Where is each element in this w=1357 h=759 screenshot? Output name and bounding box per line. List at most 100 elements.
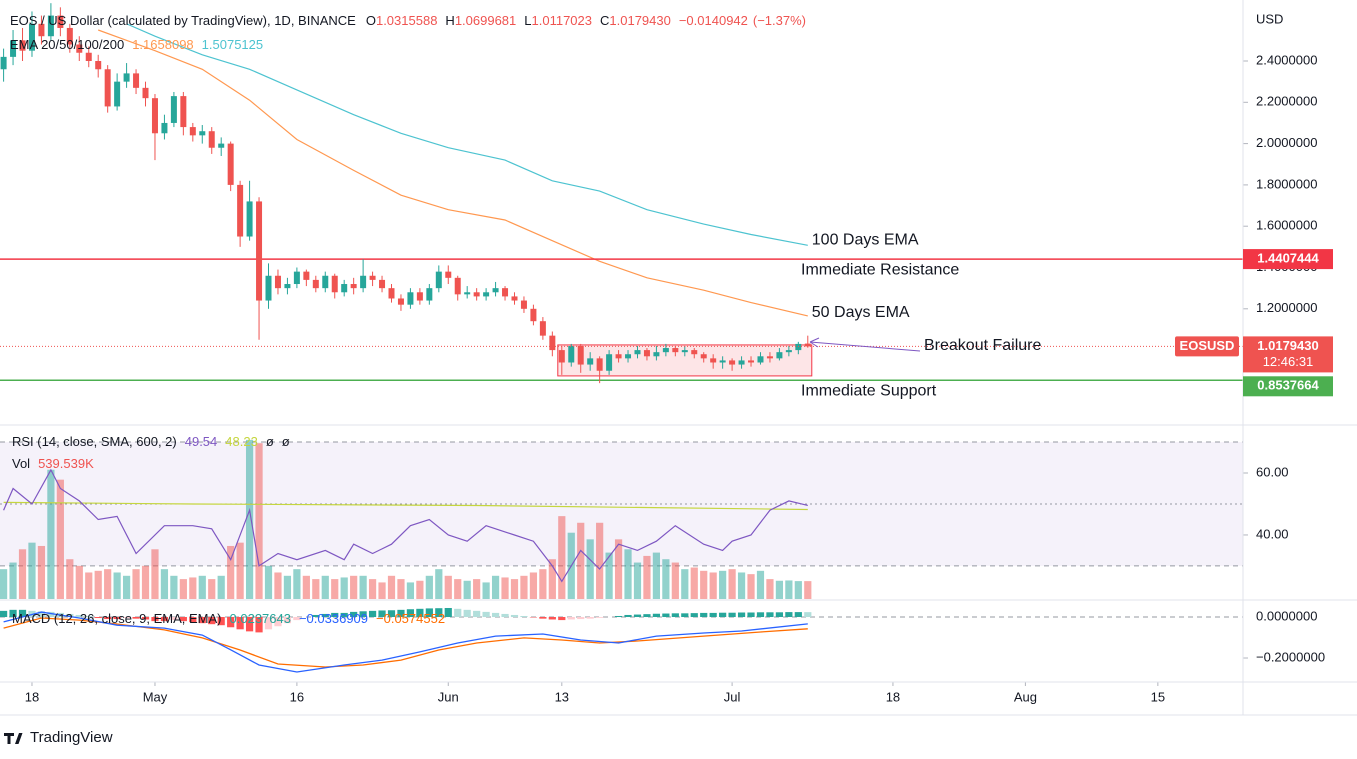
symbol-badge bbox=[1175, 336, 1239, 357]
volume-title: Vol bbox=[12, 456, 30, 471]
volume-bar bbox=[359, 575, 367, 599]
level-badge bbox=[1243, 376, 1333, 397]
macd-histogram-bar bbox=[104, 617, 112, 620]
macd-legend: MACD (12, 26, close, 9, EMA, EMA) 0.02376… bbox=[12, 611, 445, 626]
candle-body bbox=[785, 350, 792, 353]
candle-body bbox=[341, 284, 348, 293]
macd-histogram-bar bbox=[312, 614, 320, 618]
macd-histogram-bar bbox=[321, 613, 329, 618]
volume-bar bbox=[700, 570, 708, 599]
volume-bar bbox=[104, 569, 112, 599]
macd-histogram-bar bbox=[122, 617, 131, 619]
ema-value: 1.1658098 bbox=[132, 37, 193, 52]
candle-body bbox=[539, 321, 546, 336]
candle-body bbox=[634, 350, 641, 355]
volume-bar bbox=[473, 579, 481, 599]
volume-legend: Vol 539.539K bbox=[12, 456, 94, 471]
candle-body bbox=[483, 292, 490, 297]
macd-histogram-bar bbox=[113, 617, 121, 620]
macd-histogram-bar bbox=[501, 613, 509, 618]
macd-histogram-bar bbox=[510, 614, 519, 618]
macd-histogram-bar bbox=[387, 610, 396, 618]
macd-histogram-bar bbox=[785, 612, 793, 618]
macd-histogram-bar bbox=[416, 608, 424, 618]
candle-body bbox=[766, 356, 773, 359]
macd-histogram-bar bbox=[614, 615, 623, 618]
countdown: 12:46:31 bbox=[1263, 354, 1314, 369]
volume-bar bbox=[804, 581, 812, 599]
macd-histogram-bar bbox=[425, 608, 433, 618]
candle-body bbox=[360, 275, 367, 289]
macd-histogram-bar bbox=[577, 617, 585, 620]
candle-body bbox=[502, 288, 509, 297]
volume-bar bbox=[756, 570, 765, 599]
candle-body bbox=[227, 143, 234, 185]
volume-bar bbox=[737, 572, 746, 599]
candle-body bbox=[284, 284, 291, 289]
macd-histogram-bar bbox=[406, 609, 415, 618]
volume-bar bbox=[397, 579, 405, 599]
macd-histogram-bar bbox=[766, 612, 774, 618]
macd-histogram-bar bbox=[444, 607, 452, 618]
ema-annotation: 50 Days EMA bbox=[812, 304, 910, 321]
macd-histogram-bar bbox=[633, 614, 642, 618]
volume-bar bbox=[624, 549, 632, 599]
candle-body bbox=[208, 131, 215, 148]
macd-histogram-bar bbox=[775, 612, 784, 618]
volume-bar bbox=[179, 579, 187, 599]
candle-body bbox=[95, 61, 102, 70]
candle-body bbox=[426, 288, 433, 301]
volume-bar bbox=[387, 575, 396, 599]
macd-histogram-bar bbox=[700, 612, 708, 618]
y-tick-label: 2.0000000 bbox=[1256, 135, 1317, 150]
ohlc-open: 1.0315588 bbox=[376, 13, 437, 28]
candle-body bbox=[577, 345, 584, 365]
candle-body bbox=[700, 354, 707, 359]
change: −0.0140942 bbox=[679, 13, 748, 28]
symbol-badge-label: EOSUSD bbox=[1180, 338, 1235, 353]
candle-body bbox=[729, 360, 736, 365]
candle-body bbox=[57, 15, 64, 28]
rsi-line bbox=[3, 468, 808, 583]
ema-legend: EMA 20/50/100/200 1.1658098 1.5075125 bbox=[10, 37, 263, 52]
macd-histogram-bar bbox=[160, 617, 169, 622]
macd-histogram-bar bbox=[794, 612, 802, 618]
volume-bar bbox=[586, 539, 594, 599]
candle-body bbox=[643, 350, 650, 357]
y-tick-label: 1.8000000 bbox=[1256, 176, 1317, 191]
macd-histogram-bar bbox=[643, 614, 651, 618]
volume-bar bbox=[794, 581, 802, 599]
volume-bar bbox=[170, 575, 178, 599]
macd-histogram-bar bbox=[709, 612, 717, 618]
ema-line bbox=[97, 29, 808, 317]
macd-value: −0.0336909 bbox=[299, 611, 368, 626]
volume-bar bbox=[9, 562, 17, 599]
macd-histogram-bar bbox=[596, 617, 604, 618]
volume-bar bbox=[28, 542, 36, 599]
volume-bar bbox=[245, 439, 254, 599]
macd-histogram-bar bbox=[331, 612, 339, 618]
candle-body bbox=[199, 131, 206, 136]
candle-body bbox=[246, 201, 253, 237]
candle-body bbox=[473, 292, 480, 297]
macd-histogram-bar bbox=[141, 617, 150, 620]
candle-body bbox=[76, 44, 83, 53]
volume-bar bbox=[47, 469, 55, 599]
macd-histogram-bar bbox=[463, 609, 471, 618]
candle-body bbox=[28, 23, 35, 51]
candle-body bbox=[218, 143, 225, 148]
volume-bar bbox=[605, 552, 613, 599]
ohlc-low: 1.0117023 bbox=[532, 13, 593, 28]
candle-body bbox=[520, 300, 527, 309]
macd-histogram-bar bbox=[66, 613, 74, 618]
macd-histogram-bar bbox=[75, 614, 83, 618]
candle-body bbox=[133, 73, 140, 88]
candle-body bbox=[104, 69, 111, 107]
candle-body bbox=[397, 298, 404, 305]
macd-histogram-bar bbox=[567, 617, 575, 620]
macd-histogram-bar bbox=[435, 608, 443, 618]
macd-histogram-bar bbox=[558, 617, 566, 621]
macd-histogram-bar bbox=[539, 617, 547, 619]
volume-bar bbox=[255, 443, 263, 599]
